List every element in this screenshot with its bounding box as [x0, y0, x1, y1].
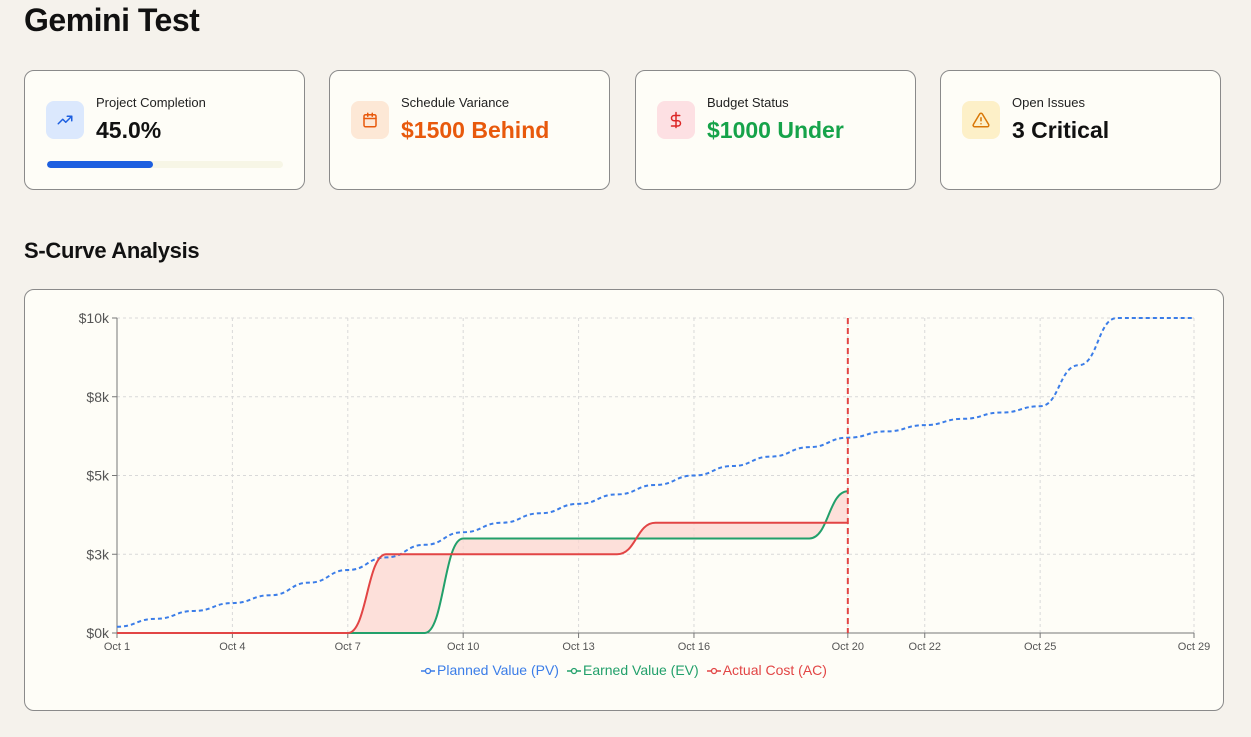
legend-label: Earned Value (EV) [582, 662, 699, 678]
y-tick-label: $0k [86, 625, 110, 641]
legend-label: Planned Value (PV) [437, 662, 559, 678]
series-line [117, 490, 849, 634]
trending-up-icon [57, 115, 73, 125]
kpi-card-project-completion: Project Completion 45.0% [24, 70, 305, 190]
x-tick-label: Oct 4 [219, 641, 245, 650]
page-title: Gemini Test [24, 2, 200, 38]
series-line [116, 317, 1194, 628]
y-tick-label: $3k [86, 546, 110, 562]
legend-label: Actual Cost (AC) [722, 662, 827, 678]
kpi-icon-box [962, 101, 1000, 139]
y-tick-label: $5k [86, 468, 110, 484]
kpi-label: Open Issues [1012, 95, 1085, 110]
s-curve-chart: Oct 1 Oct 4 Oct 7 Oct 10 Oct 13 Oct 16 Oct 20 O… [79, 310, 1211, 650]
x-tick-label: Oct 22 [909, 641, 941, 650]
kpi-value: $1500 Behind [401, 117, 550, 143]
kpi-value: 3 Critical [1012, 117, 1110, 143]
kpi-card-open-issues: Open Issues 3 Critical [940, 70, 1221, 190]
alert-triangle-icon [972, 112, 990, 128]
x-tick-label: Oct 7 [335, 641, 361, 650]
legend-swatch [421, 668, 436, 675]
legend-item[interactable]: Earned Value (EV) [566, 662, 699, 678]
kpi-value: 45.0% [96, 117, 162, 143]
kpi-icon-box [351, 101, 389, 139]
dollar-icon [670, 111, 682, 129]
kpi-icon-box [657, 101, 695, 139]
chart-legend: Planned Value (PV) Earned Value (EV) Actua… [25, 662, 1223, 678]
kpi-value: $1000 Under [707, 117, 844, 143]
kpi-card-budget-status: Budget Status $1000 Under [635, 70, 916, 190]
series-line [117, 521, 848, 634]
section-title: S-Curve Analysis [24, 238, 200, 263]
x-tick-label: Oct 29 [1178, 641, 1210, 650]
kpi-label: Schedule Variance [401, 95, 510, 110]
calendar-icon [363, 112, 377, 128]
y-tick-label: $8k [86, 389, 110, 405]
kpi-icon-box [46, 101, 84, 139]
s-curve-chart-card: Oct 1 Oct 4 Oct 7 Oct 10 Oct 13 Oct 16 Oct 20 O… [24, 289, 1224, 711]
x-tick-label: Oct 1 [104, 641, 130, 650]
legend-item[interactable]: Planned Value (PV) [421, 662, 559, 678]
completion-progress-fill [47, 161, 154, 168]
y-tick-label: $10k [79, 310, 110, 326]
kpi-card-schedule-variance: Schedule Variance $1500 Behind [329, 70, 610, 190]
x-tick-label: Oct 20 [832, 641, 864, 650]
kpi-label: Project Completion [96, 95, 206, 110]
x-tick-label: Oct 16 [678, 641, 710, 650]
variance-area [117, 491, 848, 633]
x-tick-label: Oct 25 [1024, 641, 1056, 650]
kpi-label: Budget Status [707, 95, 789, 110]
legend-swatch [566, 668, 581, 675]
x-tick-label: Oct 13 [562, 641, 594, 650]
x-tick-label: Oct 10 [447, 641, 479, 650]
legend-item[interactable]: Actual Cost (AC) [706, 662, 827, 678]
completion-progress-bar [47, 161, 283, 168]
legend-swatch [706, 668, 721, 675]
